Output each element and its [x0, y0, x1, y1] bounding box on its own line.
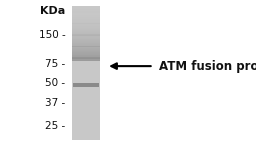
- Bar: [72, 30, 100, 31]
- Bar: [72, 19, 100, 20]
- Bar: [72, 27, 100, 28]
- Text: 25 -: 25 -: [45, 121, 65, 131]
- Bar: [72, 9, 100, 10]
- Bar: [72, 32, 100, 33]
- Bar: [72, 28, 100, 29]
- Bar: [72, 29, 100, 30]
- Bar: [72, 18, 100, 19]
- Bar: [72, 12, 100, 14]
- Bar: [72, 39, 100, 40]
- Bar: [72, 34, 100, 36]
- Bar: [72, 31, 100, 32]
- Bar: [72, 59, 100, 60]
- Bar: [72, 33, 100, 35]
- Text: 75 -: 75 -: [45, 59, 65, 69]
- Text: KDa: KDa: [40, 6, 65, 16]
- Bar: [72, 16, 100, 17]
- Bar: [73, 83, 99, 87]
- Bar: [72, 41, 100, 42]
- Bar: [72, 17, 100, 18]
- Bar: [72, 14, 100, 15]
- Bar: [72, 20, 100, 21]
- Bar: [72, 53, 100, 54]
- Bar: [72, 52, 100, 53]
- Bar: [72, 8, 100, 9]
- Bar: [72, 54, 100, 55]
- Bar: [72, 40, 100, 41]
- Bar: [72, 7, 100, 8]
- Bar: [72, 49, 100, 50]
- Bar: [72, 38, 100, 39]
- Bar: [72, 24, 100, 26]
- Text: ATM fusion protein: ATM fusion protein: [159, 60, 256, 73]
- Bar: [72, 6, 100, 140]
- Bar: [72, 45, 100, 47]
- Bar: [72, 43, 100, 44]
- Bar: [72, 22, 100, 24]
- Text: 150 -: 150 -: [39, 30, 65, 40]
- Bar: [72, 37, 100, 38]
- Bar: [72, 11, 100, 13]
- Bar: [72, 48, 100, 49]
- Text: 50 -: 50 -: [45, 78, 65, 88]
- Bar: [72, 51, 100, 52]
- Bar: [72, 60, 100, 61]
- Bar: [72, 50, 100, 51]
- Bar: [72, 56, 100, 57]
- Bar: [72, 26, 100, 27]
- Bar: [72, 44, 100, 45]
- Text: 37 -: 37 -: [45, 98, 65, 108]
- Bar: [72, 21, 100, 22]
- Bar: [72, 15, 100, 16]
- Bar: [72, 57, 100, 59]
- Bar: [72, 35, 100, 37]
- Bar: [72, 6, 100, 7]
- Bar: [72, 42, 100, 43]
- Bar: [72, 23, 100, 25]
- Bar: [72, 55, 100, 56]
- Bar: [72, 46, 100, 48]
- Bar: [72, 10, 100, 12]
